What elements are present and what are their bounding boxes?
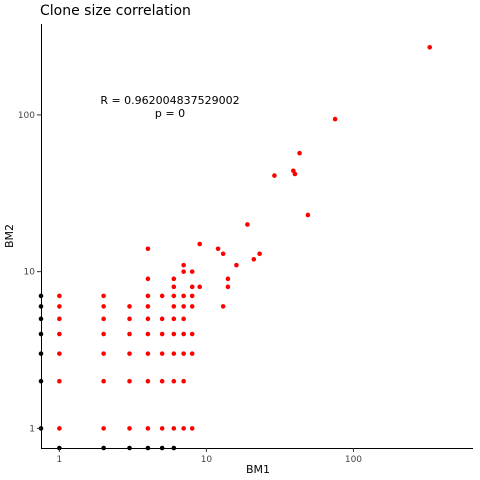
red-point-7 [101,426,106,431]
red-point-37 [171,351,177,356]
red-point-39 [171,316,177,322]
red-point-46 [181,351,186,356]
red-point-13 [101,293,106,299]
red-point-1 [57,378,62,384]
red-point-51 [181,269,186,274]
red-point-30 [159,378,165,384]
red-point-28 [145,246,151,252]
red-point-58 [189,284,195,290]
red-point-6 [57,293,62,299]
red-point-32 [159,331,165,337]
red-point-29 [159,426,165,431]
red-point-57 [189,293,195,299]
x-tick-label: 1 [57,455,63,465]
y-axis-title: BM2 [3,224,16,248]
red-point-45 [181,378,186,384]
red-point-12 [101,304,106,309]
red-point-38 [171,331,177,337]
red-point-68 [245,222,250,227]
red-point-77 [427,44,433,50]
x-tick-label: 100 [345,455,362,465]
red-point-56 [189,304,195,309]
red-point-54 [189,351,195,356]
red-point-19 [127,304,132,309]
y-tick-label: 100 [18,111,35,121]
red-point-24 [145,316,151,322]
red-point-73 [292,171,298,177]
red-point-53 [189,426,195,431]
y-tick-label: 10 [24,268,36,278]
red-point-36 [171,378,177,384]
red-point-75 [305,212,311,218]
red-point-64 [220,251,226,257]
x-tick-label: 10 [201,455,213,465]
x-ticks: 1 10 100 [57,448,362,465]
red-point-20 [145,426,151,431]
red-point-21 [145,378,151,384]
annotation-0: R = 0.962004837529002 [100,94,239,107]
red-point-26 [145,293,151,299]
red-point-55 [189,331,195,337]
red-point-76 [332,116,338,122]
red-point-60 [197,284,202,290]
red-point-34 [159,293,165,299]
red-point-50 [181,293,186,299]
red-point-49 [181,304,186,309]
y-ticks: 1 10 100 [18,111,41,434]
red-point-70 [257,251,262,257]
red-point-42 [171,284,177,290]
red-point-8 [101,378,106,384]
red-point-16 [127,351,132,356]
red-point-10 [101,331,106,337]
red-point-25 [145,304,151,309]
red-point-44 [181,426,186,431]
y-tick-label: 1 [29,424,35,434]
red-point-65 [225,284,231,290]
red-point-2 [57,351,62,356]
red-point-5 [57,304,62,309]
red-point-41 [171,293,177,299]
red-point-18 [127,316,132,322]
red-point-14 [127,426,132,431]
red-point-11 [101,316,106,322]
chart-title: Clone size correlation [40,3,191,19]
red-point-67 [234,262,239,268]
red-point-15 [127,378,132,384]
red-point-40 [171,304,177,309]
red-point-27 [145,276,151,282]
red-point-9 [101,351,106,356]
red-point-35 [171,426,177,431]
red-point-48 [181,316,186,322]
red-point-66 [225,276,231,282]
red-point-69 [251,256,257,262]
red-point-17 [127,331,132,337]
red-point-59 [189,269,195,274]
red-point-74 [297,150,302,156]
red-point-62 [215,246,221,252]
annotation-1: p = 0 [155,107,185,120]
red-point-4 [57,316,62,322]
red-point-22 [145,351,151,356]
red-point-63 [220,304,226,309]
red-point-61 [197,241,202,247]
red-point-47 [181,331,186,337]
red-point-33 [159,316,165,322]
red-point-52 [181,262,186,268]
red-point-31 [159,351,165,356]
red-point-43 [171,276,177,282]
x-axis-title: BM1 [246,463,270,476]
red-point-0 [57,426,62,431]
red-point-23 [145,331,151,337]
red-point-71 [272,173,277,178]
red-point-3 [57,331,62,337]
